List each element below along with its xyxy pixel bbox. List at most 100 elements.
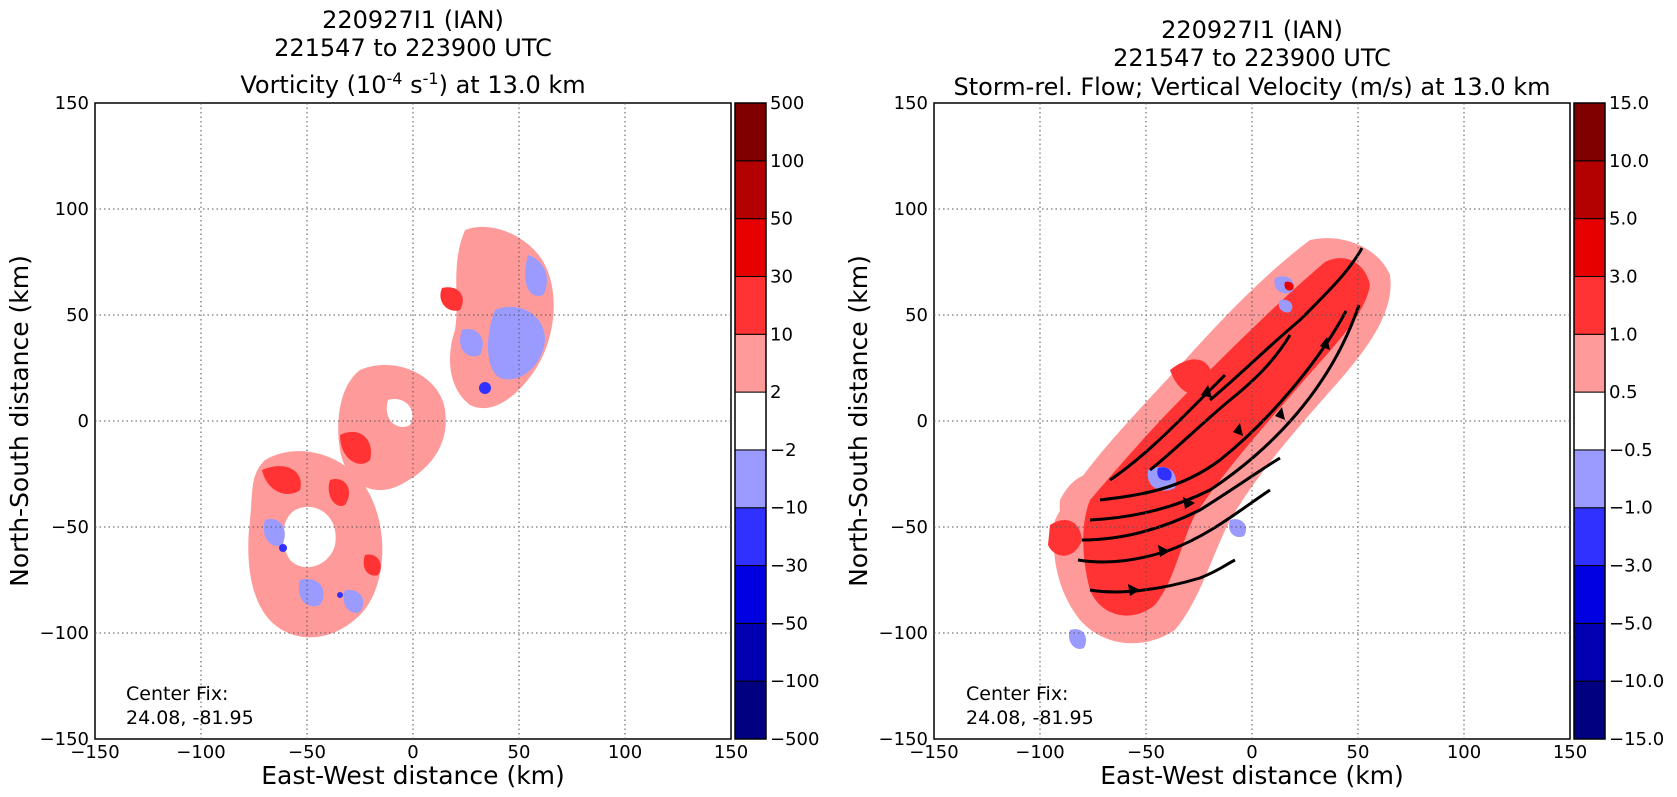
colorbar-tick-label: −50 — [770, 613, 808, 634]
colorbar-tick-label: 100 — [770, 151, 804, 172]
vorticity-x-tick: 100 — [608, 742, 642, 763]
colorbar-tick-label: −1.0 — [1609, 498, 1653, 519]
vorticity-y-tick: −100 — [40, 623, 89, 644]
vorticity-y-tick-labels: −150 −100 −50 0 50 100 150 — [40, 93, 89, 750]
vorticity-x-tick: 0 — [407, 742, 418, 763]
colorbar-swatch — [734, 565, 767, 624]
vorticity-x-tick: 150 — [714, 742, 748, 763]
vorticity-x-tick: 50 — [508, 742, 531, 763]
velocity-y-tick: −100 — [879, 623, 928, 644]
streamline-arrows — [1128, 337, 1330, 596]
colorbar-tick-label: 0.5 — [1609, 382, 1638, 403]
vertical-velocity-field — [1048, 238, 1391, 649]
colorbar-tick-label: −10.0 — [1609, 671, 1664, 692]
colorbar-swatch — [734, 218, 767, 277]
velocity-x-tick: 50 — [1347, 742, 1370, 763]
colorbar-tick-label: −10 — [770, 498, 808, 519]
colorbar-tick-label: 15.0 — [1609, 93, 1649, 114]
colorbar-swatch — [734, 391, 767, 451]
vorticity-title-line-3: Vorticity (10-4 s-1) at 13.0 km — [240, 69, 585, 99]
colorbar-swatch — [734, 333, 767, 393]
velocity-y-tick: −50 — [890, 517, 928, 538]
vorticity-y-tick: 0 — [78, 411, 89, 432]
vorticity-x-axis-label: East-West distance (km) — [261, 761, 565, 790]
colorbar-swatch — [734, 449, 767, 509]
vorticity-x-tick-labels: −150 −100 −50 0 50 100 150 — [70, 742, 748, 763]
vorticity-y-tick: −150 — [40, 729, 89, 750]
colorbar-swatch — [1573, 275, 1606, 335]
colorbar-tick-label: −2 — [770, 440, 797, 461]
colorbar-tick-label: −15.0 — [1609, 729, 1664, 750]
colorbar-swatch — [734, 680, 767, 740]
velocity-y-tick: −150 — [879, 729, 928, 750]
vorticity-panel: 220927I1 (IAN) 221547 to 223900 UTC Vort… — [5, 6, 819, 790]
velocity-x-tick: −100 — [1015, 742, 1064, 763]
colorbar-tick-label: 500 — [770, 93, 804, 114]
colorbar-tick-label: −100 — [770, 671, 819, 692]
velocity-y-tick: 0 — [917, 411, 928, 432]
colorbar-tick-label: 2 — [770, 382, 781, 403]
vorticity-y-tick: −50 — [51, 517, 89, 538]
colorbar-swatch — [1573, 507, 1606, 567]
velocity-center-fix-label: Center Fix: — [966, 683, 1068, 705]
velocity-x-tick-labels: −150 −100 −50 0 50 100 150 — [909, 742, 1587, 763]
colorbar-tick-label: −500 — [770, 729, 819, 750]
colorbar-tick-label: −3.0 — [1609, 556, 1653, 577]
vorticity-y-tick: 150 — [55, 93, 89, 114]
vorticity-x-tick: −50 — [288, 742, 326, 763]
velocity-y-tick-labels: −150 −100 −50 0 50 100 150 — [879, 93, 928, 750]
colorbar-swatch — [734, 160, 767, 220]
velocity-x-tick: 100 — [1447, 742, 1481, 763]
vorticity-title-line-2: 221547 to 223900 UTC — [274, 34, 552, 62]
streamlines — [1077, 247, 1364, 594]
colorbar-tick-label: 10.0 — [1609, 151, 1649, 172]
velocity-title-line-1: 220927I1 (IAN) — [1161, 16, 1343, 44]
colorbar-swatch — [1573, 160, 1606, 220]
velocity-x-tick: −50 — [1127, 742, 1165, 763]
colorbar-frame — [1573, 102, 1606, 740]
vorticity-y-axis-label: North-South distance (km) — [5, 255, 34, 587]
velocity-y-axis-label: North-South distance (km) — [844, 255, 873, 587]
velocity-x-tick: 150 — [1553, 742, 1587, 763]
colorbar-swatch — [734, 275, 767, 335]
velocity-x-tick: −150 — [909, 742, 958, 763]
colorbar-swatch — [734, 102, 767, 162]
velocity-y-tick: 150 — [894, 93, 928, 114]
colorbar-swatch — [1573, 102, 1606, 162]
colorbar-swatch — [734, 622, 767, 682]
vorticity-x-tick: −150 — [70, 742, 119, 763]
vorticity-x-tick: −100 — [176, 742, 225, 763]
vertical-velocity-panel: 220927I1 (IAN) 221547 to 223900 UTC Stor… — [844, 16, 1664, 790]
colorbar-swatch — [1573, 218, 1606, 277]
colorbar-tick-label: 50 — [770, 209, 793, 230]
colorbar-frame — [734, 102, 767, 740]
velocity-colorbar: −15.0 −10.0 −5.0 −3.0 −1.0 −0.5 0.5 1.0 3.0 5.0 10… — [1573, 93, 1664, 750]
colorbar-swatch — [1573, 622, 1606, 682]
vorticity-center-fix-label: Center Fix: — [126, 683, 228, 705]
colorbar-tick-label: 1.0 — [1609, 324, 1638, 345]
colorbar-tick-label: 10 — [770, 324, 793, 345]
velocity-y-tick: 50 — [905, 305, 928, 326]
colorbar-swatch — [1573, 333, 1606, 393]
vorticity-colorbar: −500 −100 −50 −30 −10 −2 2 10 30 50 100 500 — [734, 93, 819, 750]
colorbar-tick-label: 30 — [770, 266, 793, 287]
colorbar-swatch — [1573, 680, 1606, 740]
colorbar-tick-label: −0.5 — [1609, 440, 1653, 461]
vorticity-y-tick: 50 — [66, 305, 89, 326]
colorbar-tick-label: 3.0 — [1609, 266, 1638, 287]
vorticity-title-line-1: 220927I1 (IAN) — [322, 6, 504, 34]
velocity-y-tick: 100 — [894, 199, 928, 220]
velocity-title-line-3: Storm-rel. Flow; Vertical Velocity (m/s)… — [954, 73, 1551, 101]
colorbar-swatch — [1573, 391, 1606, 451]
colorbar-tick-label: −5.0 — [1609, 613, 1653, 634]
velocity-center-fix-value: 24.08, -81.95 — [966, 707, 1094, 729]
colorbar-tick-label: −30 — [770, 556, 808, 577]
velocity-title-line-2: 221547 to 223900 UTC — [1113, 44, 1391, 72]
colorbar-swatch — [1573, 449, 1606, 509]
colorbar-tick-label: 5.0 — [1609, 209, 1638, 230]
velocity-x-axis-label: East-West distance (km) — [1100, 761, 1404, 790]
vorticity-field — [248, 226, 554, 638]
velocity-x-tick: 0 — [1246, 742, 1257, 763]
colorbar-swatch — [1573, 565, 1606, 624]
